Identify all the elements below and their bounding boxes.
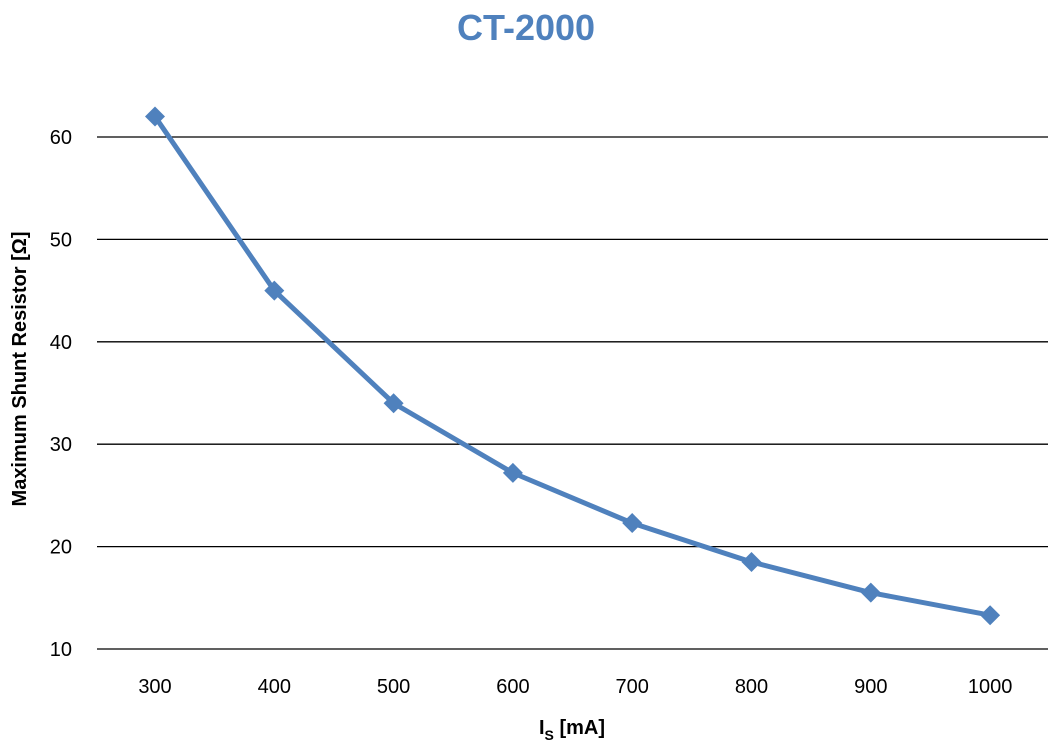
data-point-800: [741, 551, 762, 572]
grid-lines: [97, 136, 1048, 650]
x-axis-label-main: I: [539, 717, 545, 739]
x-axis-label-subscript: S: [545, 727, 554, 742]
y-tick-label: 60: [50, 127, 72, 149]
x-tick-labels: 300 400 500 600 700 800 900 1000: [138, 676, 1012, 698]
x-tick-label: 300: [138, 676, 171, 698]
data-point-300: [145, 106, 165, 127]
x-tick-label: 700: [616, 676, 649, 698]
data-point-900: [860, 582, 881, 603]
data-point-700: [622, 513, 643, 534]
x-tick-label: 500: [377, 676, 410, 698]
x-axis-label: IS [mA]: [539, 717, 605, 742]
y-tick-label: 50: [50, 229, 72, 251]
x-axis-label-unit: [mA]: [554, 717, 605, 739]
data-point-500: [383, 393, 404, 414]
data-point-400: [264, 280, 285, 301]
data-point-1000: [980, 605, 1001, 626]
data-point-600: [502, 462, 523, 483]
y-axis-label: Maximum Shunt Resistor [Ω]: [9, 232, 31, 507]
x-tick-label: 600: [496, 676, 529, 698]
chart-title: CT-2000: [457, 7, 595, 48]
x-tick-label: 1000: [968, 676, 1013, 698]
y-tick-label: 20: [50, 537, 72, 559]
series-layer: [145, 106, 1001, 626]
x-tick-label: 900: [854, 676, 887, 698]
y-tick-label: 10: [50, 639, 72, 661]
x-tick-label: 800: [735, 676, 768, 698]
y-tick-labels: 10 20 30 40 50 60: [50, 127, 72, 661]
y-tick-label: 30: [50, 434, 72, 456]
x-tick-label: 400: [258, 676, 291, 698]
series-line: [152, 114, 993, 618]
y-tick-label: 40: [50, 332, 72, 354]
